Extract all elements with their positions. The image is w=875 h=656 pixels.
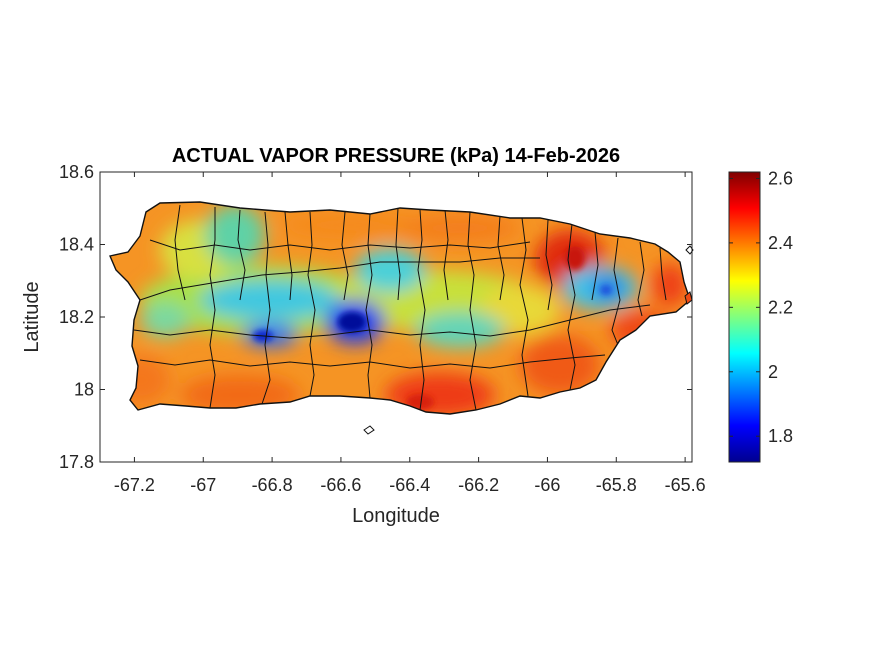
x-tick-label: -66.4: [389, 475, 430, 495]
chart-title: ACTUAL VAPOR PRESSURE (kPa) 14-Feb-2026: [172, 145, 620, 167]
x-tick-label: -67: [190, 475, 216, 495]
x-tick-label: -66.2: [458, 475, 499, 495]
colorbar: [728, 171, 761, 463]
x-tick-label: -65.6: [665, 475, 706, 495]
islet-caja-de-muertos: [363, 425, 375, 435]
municipality-boundaries: [133, 204, 667, 411]
y-tick-label: 18.2: [59, 307, 94, 327]
x-tick-label: -66.6: [320, 475, 361, 495]
x-axis-label: Longitude: [352, 505, 440, 527]
colorbar-tick-label: 2: [768, 362, 778, 382]
colorbar-tick-label: 2.4: [768, 233, 793, 253]
islet-east: [684, 291, 693, 305]
x-tick-label: -65.8: [596, 475, 637, 495]
y-axis-ticks: 17.8 18 18.2 18.4 18.6: [59, 162, 692, 472]
island-outline: [109, 201, 691, 415]
islet-culebra: [685, 245, 694, 255]
colorbar-tick-label: 2.2: [768, 297, 793, 317]
y-tick-label: 17.8: [59, 452, 94, 472]
y-tick-label: 18.4: [59, 235, 94, 255]
y-tick-label: 18.6: [59, 162, 94, 182]
colorbar-ticks: 1.8 2 2.2 2.4 2.6: [729, 168, 793, 446]
colorbar-tick-label: 1.8: [768, 426, 793, 446]
y-tick-label: 18: [74, 380, 94, 400]
colorbar-tick-label: 2.6: [768, 168, 793, 188]
x-tick-label: -67.2: [114, 475, 155, 495]
x-tick-label: -66.8: [252, 475, 293, 495]
vapor-pressure-field: [110, 202, 690, 414]
y-axis-label: Latitude: [21, 281, 43, 352]
x-tick-label: -66: [534, 475, 560, 495]
x-axis-ticks: -67.2 -67 -66.8 -66.6 -66.4 -66.2 -66 -65.8 -65.…: [114, 172, 706, 495]
